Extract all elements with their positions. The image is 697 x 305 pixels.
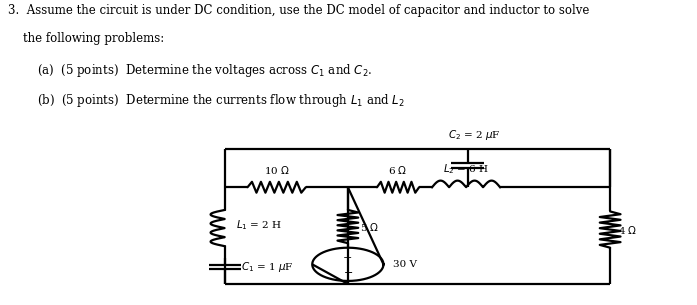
Text: $L_1$ = 2 H: $L_1$ = 2 H: [236, 218, 283, 232]
Text: $C_1$ = 1 $\mu$F: $C_1$ = 1 $\mu$F: [241, 260, 293, 274]
Text: $-$: $-$: [343, 266, 353, 276]
Text: $L_2$ = 6 H: $L_2$ = 6 H: [443, 163, 489, 176]
Text: 5 $\Omega$: 5 $\Omega$: [360, 221, 379, 232]
Text: $C_2$ = 2 $\mu$F: $C_2$ = 2 $\mu$F: [447, 128, 500, 142]
Text: 30 V: 30 V: [393, 260, 418, 269]
Text: 10 $\Omega$: 10 $\Omega$: [263, 164, 289, 176]
Text: the following problems:: the following problems:: [8, 32, 164, 45]
Text: (b)  (5 points)  Determine the currents flow through $L_1$ and $L_2$: (b) (5 points) Determine the currents fl…: [37, 92, 405, 109]
Text: +: +: [343, 253, 353, 263]
Text: 6 $\Omega$: 6 $\Omega$: [388, 164, 408, 176]
Text: 3.  Assume the circuit is under DC condition, use the DC model of capacitor and : 3. Assume the circuit is under DC condit…: [8, 4, 589, 17]
Text: 4 $\Omega$: 4 $\Omega$: [618, 224, 637, 235]
Text: (a)  (5 points)  Determine the voltages across $C_1$ and $C_2$.: (a) (5 points) Determine the voltages ac…: [37, 62, 372, 79]
